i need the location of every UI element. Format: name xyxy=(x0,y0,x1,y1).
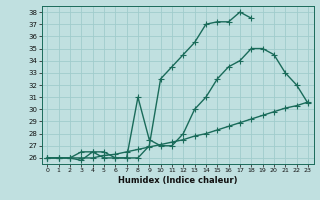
X-axis label: Humidex (Indice chaleur): Humidex (Indice chaleur) xyxy=(118,176,237,185)
